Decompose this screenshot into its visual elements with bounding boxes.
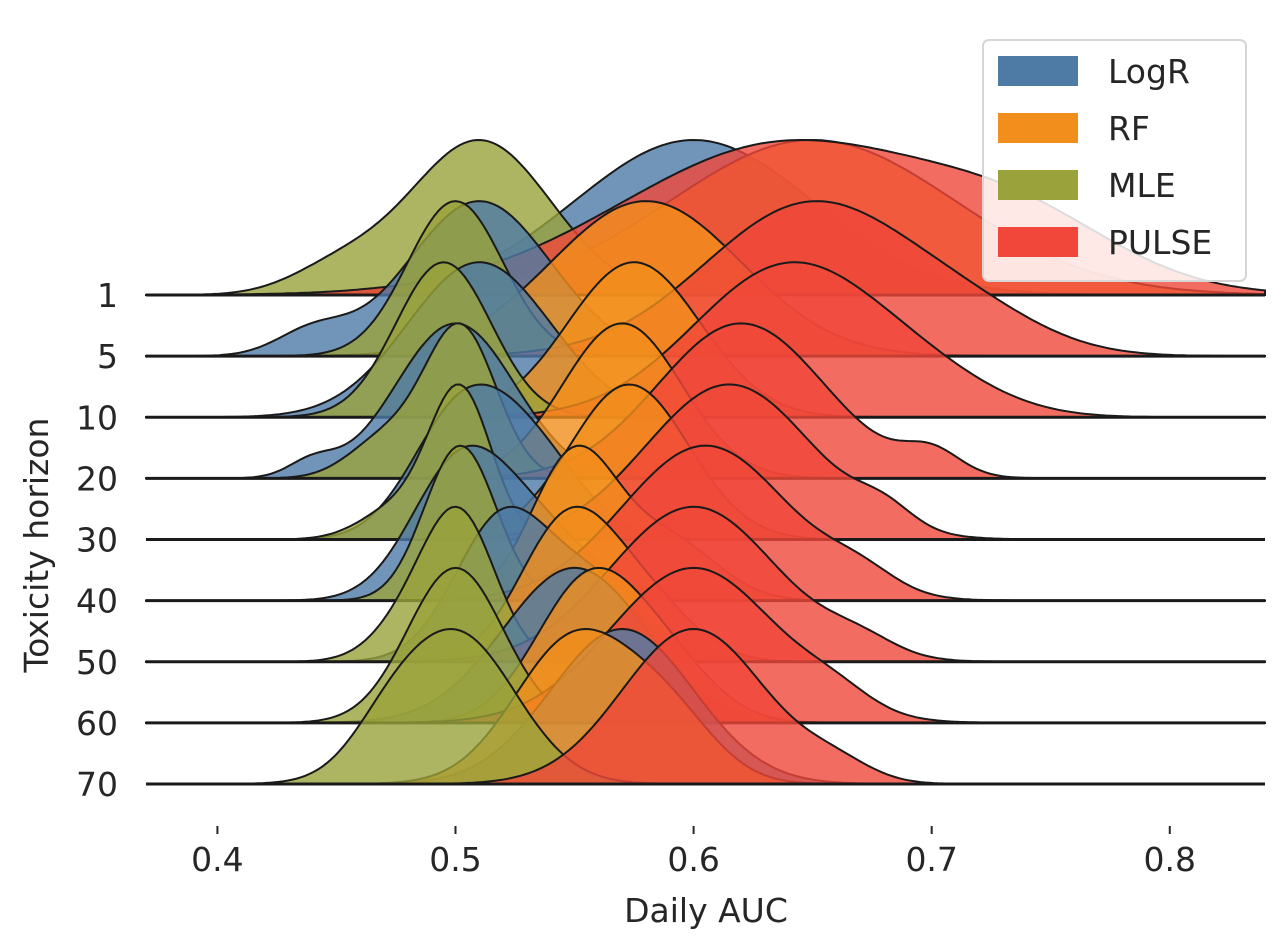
x-tick-label-0.6: 0.6 [667, 840, 719, 879]
legend-box [982, 39, 1247, 282]
y-tick-label-20: 20 [76, 459, 118, 498]
legend-label-rf: RF [1108, 109, 1150, 148]
y-tick-labels: 1 5 10 20 30 40 50 60 70 [76, 276, 118, 804]
x-tick-label-0.4: 0.4 [191, 840, 243, 879]
legend-swatch-rf [998, 113, 1078, 143]
legend-swatch-mle [998, 170, 1078, 200]
legend-label-mle: MLE [1108, 166, 1176, 205]
legend-label-pulse: PULSE [1108, 223, 1212, 262]
x-axis: 0.4 0.5 0.6 0.7 0.8 [191, 826, 1196, 879]
y-tick-label-70: 70 [76, 765, 118, 804]
legend-swatch-logr [998, 56, 1078, 86]
legend-label-logr: LogR [1108, 52, 1190, 91]
y-tick-label-50: 50 [76, 643, 118, 682]
y-tick-label-30: 30 [76, 521, 118, 560]
x-axis-title: Daily AUC [624, 891, 788, 930]
y-tick-label-1: 1 [97, 276, 118, 315]
y-tick-label-40: 40 [76, 582, 118, 621]
legend: LogR RF MLE PULSE [982, 39, 1247, 282]
y-tick-label-60: 60 [76, 704, 118, 743]
y-tick-label-10: 10 [76, 398, 118, 437]
ridge-row-70 [146, 627, 1265, 786]
legend-swatch-pulse [998, 227, 1078, 257]
y-axis-title: Toxicity horizon [17, 418, 56, 674]
y-tick-label-5: 5 [97, 337, 118, 376]
x-tick-label-0.5: 0.5 [429, 840, 481, 879]
x-tick-label-0.8: 0.8 [1144, 840, 1196, 879]
ridge-pulse-70 [146, 627, 1265, 785]
x-tick-label-0.7: 0.7 [905, 840, 957, 879]
